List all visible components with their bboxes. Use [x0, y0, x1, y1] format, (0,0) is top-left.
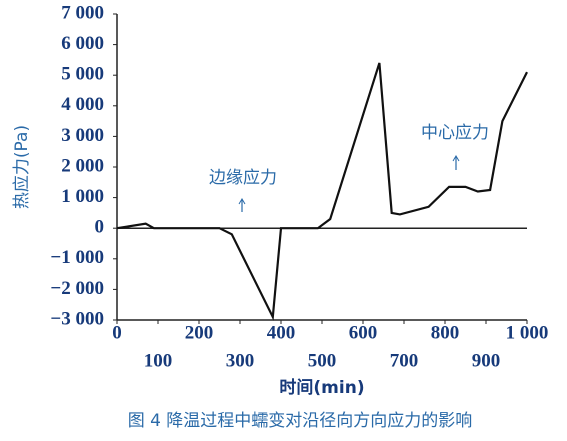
data-line	[116, 62, 528, 321]
x-tick-label: 800	[431, 322, 460, 343]
y-tick-label: 0	[95, 217, 105, 238]
y-tick-label: −2 000	[50, 278, 104, 299]
y-tick-label: 3 000	[61, 125, 104, 146]
annotation: 边缘应力	[209, 168, 277, 188]
y-tick-label: 4 000	[61, 94, 104, 115]
x-tick-label: 900	[472, 350, 501, 371]
y-tick-label: −3 000	[50, 308, 104, 329]
caption: 图 4 降温过程中蠕变对沿径向方向应力的影响	[128, 411, 473, 431]
y-axis-label: 热应力(Pa)	[12, 125, 32, 209]
annotation-arrowhead	[238, 198, 246, 205]
x-tick-label: 200	[185, 322, 214, 343]
x-tick-label: 600	[349, 322, 378, 343]
y-tick-label: 2 000	[61, 155, 104, 176]
x-tick-label: 500	[308, 350, 337, 371]
y-tick-label: 6 000	[61, 33, 104, 54]
y-tick-label: −1 000	[50, 247, 104, 268]
x-tick-label: 700	[390, 350, 419, 371]
x-tick-label: 400	[267, 322, 296, 343]
y-tick-label: 7 000	[61, 2, 104, 23]
x-tick-label: 300	[226, 350, 255, 371]
x-axis-label: 时间(min)	[279, 377, 364, 398]
x-tick-label: 100	[144, 350, 173, 371]
annotation-arrowhead	[452, 155, 460, 162]
y-tick-label: 1 000	[61, 186, 104, 207]
x-tick-label: 0	[112, 322, 122, 343]
y-tick-label: 5 000	[61, 64, 104, 85]
x-tick-label: 1 000	[506, 322, 549, 343]
annotation: 中心应力	[421, 123, 489, 143]
